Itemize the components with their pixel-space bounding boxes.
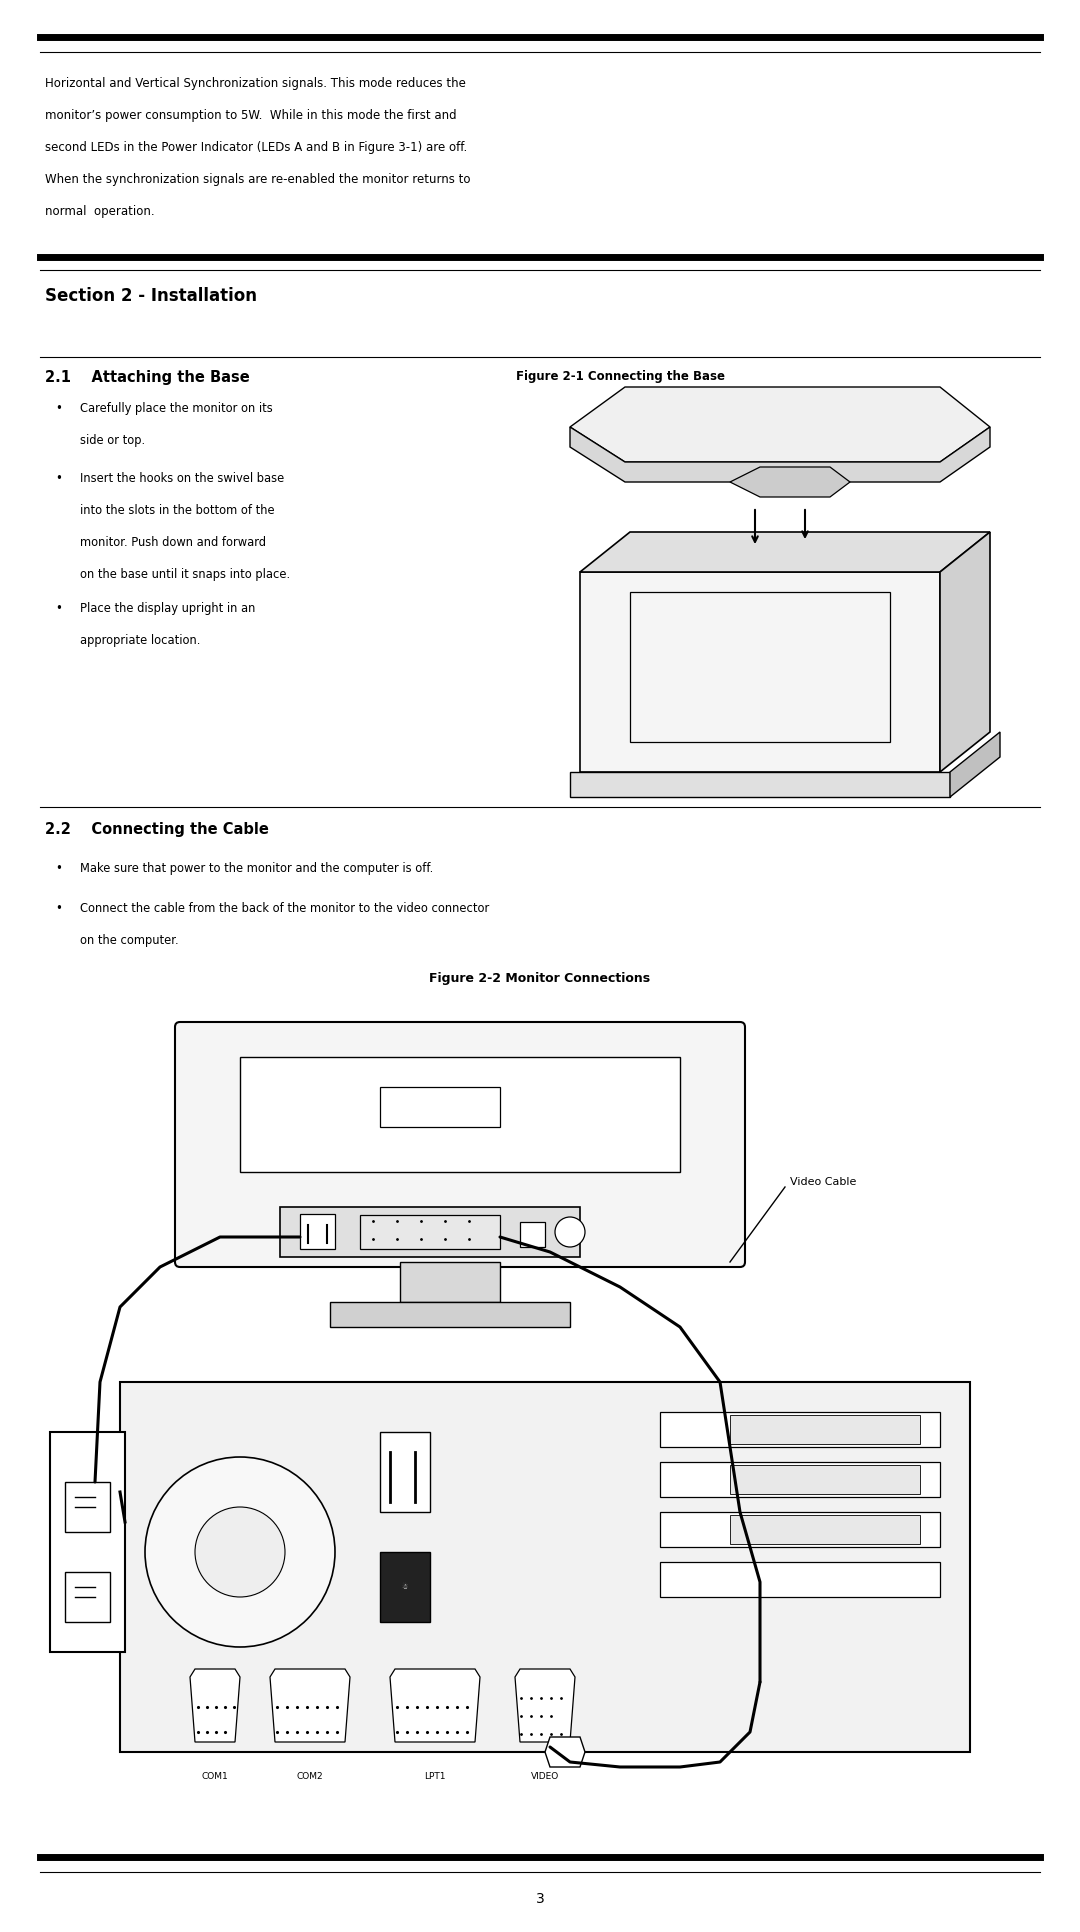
Bar (65, 1482, 110, 1532)
Text: on the base until it snaps into place.: on the base until it snaps into place. (80, 568, 291, 582)
Bar (50, 1432, 125, 1652)
Text: Horizontal and Vertical Synchronization signals. This mode reduces the: Horizontal and Vertical Synchronization … (45, 77, 465, 91)
Bar (380, 1432, 430, 1513)
Text: 2.2    Connecting the Cable: 2.2 Connecting the Cable (45, 821, 269, 837)
Text: Section 2 - Installation: Section 2 - Installation (45, 288, 257, 305)
Text: •: • (55, 471, 62, 485)
Bar (660, 1513, 940, 1548)
Text: 3: 3 (536, 1891, 544, 1907)
Text: normal  operation.: normal operation. (45, 205, 154, 218)
Text: •: • (55, 902, 62, 916)
Bar (660, 1561, 940, 1598)
Polygon shape (545, 1737, 585, 1768)
Text: appropriate location.: appropriate location. (80, 634, 201, 647)
Text: ☃: ☃ (402, 1584, 408, 1590)
Circle shape (195, 1507, 285, 1598)
Text: Carefully place the monitor on its: Carefully place the monitor on its (80, 402, 273, 415)
Polygon shape (190, 1669, 240, 1743)
Polygon shape (570, 386, 990, 462)
Bar (360, 1215, 500, 1248)
Bar (120, 1381, 970, 1752)
Bar (380, 1088, 500, 1126)
Text: monitor. Push down and forward: monitor. Push down and forward (80, 535, 266, 549)
Text: 2.1    Attaching the Base: 2.1 Attaching the Base (45, 371, 249, 384)
Bar (400, 1262, 500, 1302)
Polygon shape (390, 1669, 480, 1743)
Text: on the computer.: on the computer. (80, 933, 178, 947)
Text: Video Cable: Video Cable (789, 1177, 856, 1186)
Polygon shape (580, 531, 990, 572)
Text: side or top.: side or top. (80, 435, 145, 446)
Circle shape (145, 1457, 335, 1646)
Text: COM1: COM1 (202, 1772, 228, 1781)
Bar (730, 1515, 920, 1544)
Bar (380, 1551, 430, 1623)
Text: monitor’s power consumption to 5W.  While in this mode the first and: monitor’s power consumption to 5W. While… (45, 108, 457, 122)
Text: Figure 2-2 Monitor Connections: Figure 2-2 Monitor Connections (430, 972, 650, 985)
Bar (65, 1573, 110, 1623)
Polygon shape (570, 427, 990, 481)
Bar (660, 1412, 940, 1447)
Bar (330, 1302, 570, 1327)
Text: Make sure that power to the monitor and the computer is off.: Make sure that power to the monitor and … (80, 862, 433, 875)
Bar (730, 1464, 920, 1493)
Text: Connect the cable from the back of the monitor to the video connector: Connect the cable from the back of the m… (80, 902, 489, 916)
Text: Insert the hooks on the swivel base: Insert the hooks on the swivel base (80, 471, 284, 485)
Bar (660, 1463, 940, 1497)
Polygon shape (570, 773, 950, 798)
Polygon shape (580, 572, 940, 773)
Text: VIDEO: VIDEO (531, 1772, 559, 1781)
Bar (240, 1057, 680, 1173)
Bar (280, 1208, 580, 1258)
Bar (300, 1213, 335, 1248)
Polygon shape (270, 1669, 350, 1743)
Text: Figure 2-1 Connecting the Base: Figure 2-1 Connecting the Base (515, 371, 725, 383)
Text: Place the display upright in an: Place the display upright in an (80, 603, 255, 614)
Text: •: • (55, 402, 62, 415)
Text: COM2: COM2 (297, 1772, 323, 1781)
Polygon shape (950, 732, 1000, 798)
Text: •: • (55, 862, 62, 875)
Polygon shape (730, 468, 850, 497)
Text: When the synchronization signals are re-enabled the monitor returns to: When the synchronization signals are re-… (45, 174, 471, 185)
Text: LPT1: LPT1 (424, 1772, 446, 1781)
Circle shape (555, 1217, 585, 1246)
Polygon shape (515, 1669, 575, 1743)
Text: second LEDs in the Power Indicator (LEDs A and B in Figure 3-1) are off.: second LEDs in the Power Indicator (LEDs… (45, 141, 468, 155)
Text: •: • (55, 603, 62, 614)
Text: into the slots in the bottom of the: into the slots in the bottom of the (80, 504, 274, 518)
Polygon shape (940, 531, 990, 773)
Bar (519, 1223, 545, 1246)
Bar (730, 1414, 920, 1443)
FancyBboxPatch shape (175, 1022, 745, 1267)
